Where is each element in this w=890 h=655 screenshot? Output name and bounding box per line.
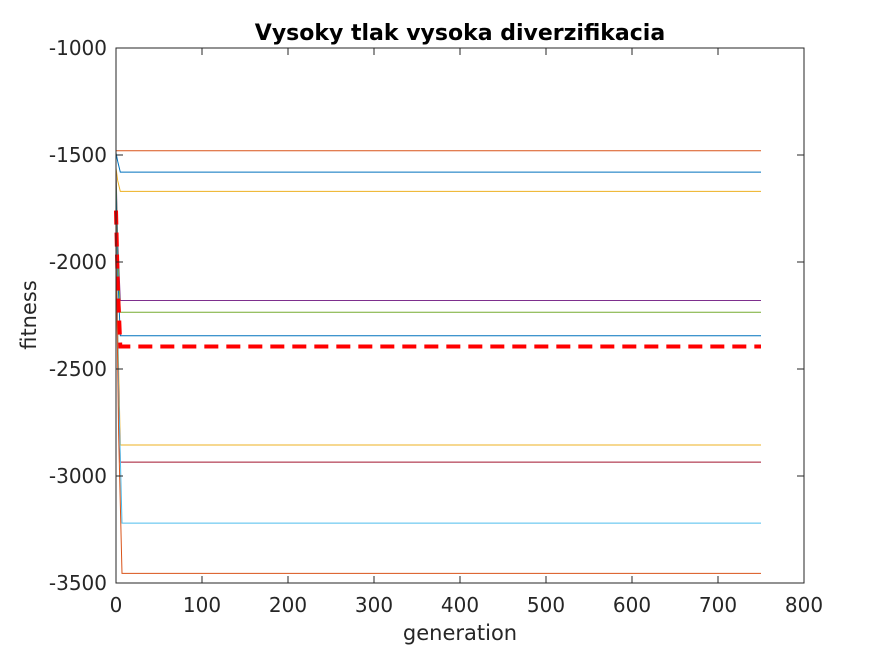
chart-title: Vysoky tlak vysoka diverzifikacia <box>255 21 665 46</box>
x-axis-label: generation <box>403 621 517 645</box>
x-tick-label: 400 <box>441 593 479 617</box>
series-line-2 <box>115 152 761 173</box>
x-tick-label: 300 <box>355 593 393 617</box>
y-tick-label: -1000 <box>49 36 107 60</box>
series-layer <box>114 150 761 574</box>
tick-layer: 0 100 200 300 400 500 600 700 800 -1000 -1500 -2000… <box>49 36 823 617</box>
x-tick-label: 600 <box>613 593 651 617</box>
y-tick-label: -3500 <box>49 571 107 595</box>
x-tick-label: 0 <box>110 593 123 617</box>
x-tick-label: 100 <box>183 593 221 617</box>
series-line-3 <box>115 167 761 192</box>
series-line-10 <box>115 240 761 574</box>
x-tick-label: 500 <box>527 593 565 617</box>
y-tick-label: -2500 <box>49 357 107 381</box>
y-axis-label: fitness <box>17 280 41 350</box>
y-tick-label: -2000 <box>49 250 107 274</box>
x-tick-label: 200 <box>269 593 307 617</box>
y-tick-label: -1500 <box>49 143 107 167</box>
x-tick-label: 800 <box>785 593 823 617</box>
y-tick-label: -3000 <box>49 464 107 488</box>
x-tick-label: 700 <box>699 593 737 617</box>
